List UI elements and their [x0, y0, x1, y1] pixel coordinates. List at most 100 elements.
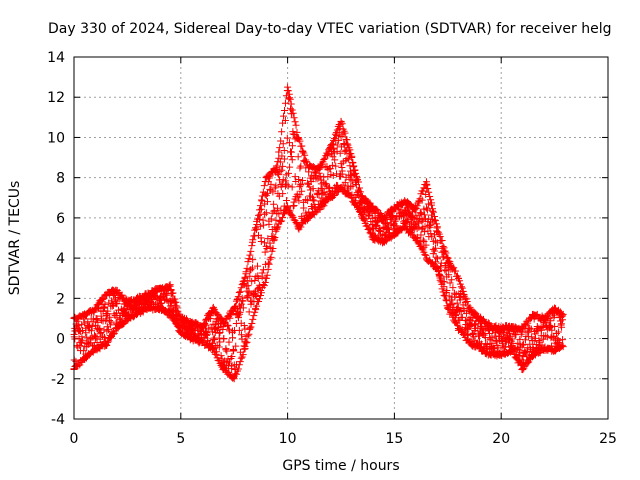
data-point: [220, 318, 228, 326]
data-point: [243, 338, 251, 346]
data-point: [349, 182, 357, 190]
data-point: [239, 297, 247, 305]
data-point: [456, 296, 464, 304]
data-point: [279, 213, 287, 221]
data-point: [291, 173, 299, 181]
data-point: [260, 182, 268, 190]
data-point: [220, 365, 228, 373]
data-point: [547, 317, 555, 325]
data-point: [264, 259, 272, 267]
data-point: [460, 291, 468, 299]
data-point: [80, 315, 88, 323]
data-point: [218, 315, 226, 323]
data-point: [305, 164, 313, 172]
data-point: [318, 185, 326, 193]
data-point: [389, 214, 397, 222]
data-point: [321, 199, 329, 207]
data-point: [422, 241, 430, 249]
data-point: [177, 329, 185, 337]
data-point: [546, 321, 554, 329]
data-point: [390, 230, 398, 238]
data-point: [123, 298, 131, 306]
data-point: [417, 231, 425, 239]
y-axis-title: SDTVAR / TECUs: [7, 181, 23, 296]
data-point: [242, 339, 250, 347]
data-point: [234, 293, 242, 301]
data-point: [338, 164, 346, 172]
data-point: [226, 314, 234, 322]
data-point: [274, 204, 282, 212]
data-point: [209, 304, 217, 312]
data-point: [446, 279, 454, 287]
data-point: [448, 276, 456, 284]
data-point: [276, 144, 284, 152]
data-point: [343, 140, 351, 148]
y-tick-label: -4: [51, 412, 65, 428]
data-point: [415, 223, 423, 231]
data-point: [248, 242, 256, 250]
data-point: [421, 211, 429, 219]
data-point: [432, 244, 440, 252]
data-point: [369, 234, 377, 242]
data-point: [309, 196, 317, 204]
data-point: [92, 333, 100, 341]
data-point: [247, 266, 255, 274]
data-point: [422, 178, 430, 186]
data-point: [440, 253, 448, 261]
data-point: [454, 274, 462, 282]
data-point: [256, 206, 264, 214]
data-point: [412, 204, 420, 212]
data-point: [250, 312, 258, 320]
data-point: [348, 194, 356, 202]
data-point: [341, 179, 349, 187]
data-point: [331, 156, 339, 164]
data-point: [559, 336, 567, 344]
data-point: [84, 340, 92, 348]
data-point: [471, 320, 479, 328]
data-point: [330, 191, 338, 199]
data-point: [327, 150, 335, 158]
data-point: [101, 304, 109, 312]
data-point: [288, 183, 296, 191]
data-point: [202, 321, 210, 329]
data-point: [465, 339, 473, 347]
data-point: [248, 319, 256, 327]
data-point: [252, 224, 260, 232]
data-point: [463, 298, 471, 306]
data-point: [289, 109, 297, 117]
data-point: [380, 214, 388, 222]
data-point: [326, 194, 334, 202]
data-point: [373, 221, 381, 229]
data-point: [424, 200, 432, 208]
data-point: [329, 171, 337, 179]
data-point: [296, 191, 304, 199]
data-point: [442, 249, 450, 257]
data-point: [297, 162, 305, 170]
data-point: [82, 329, 90, 337]
data-point: [262, 274, 270, 282]
tick-layer: 0 5 10 15 20 25 -4 -2 0 2 4 6 8 10 12 14: [47, 50, 617, 447]
data-point: [276, 158, 284, 166]
data-point: [254, 262, 262, 270]
data-point: [228, 352, 236, 360]
data-point: [102, 311, 110, 319]
data-point: [548, 326, 556, 334]
data-point: [519, 341, 527, 349]
data-point: [444, 254, 452, 262]
data-point: [243, 293, 251, 301]
data-point: [287, 105, 295, 113]
data-point: [486, 335, 494, 343]
data-point: [320, 155, 328, 163]
y-tick-label: 14: [47, 50, 65, 66]
data-point: [439, 288, 447, 296]
data-point: [445, 271, 453, 279]
data-point: [284, 83, 292, 91]
data-point: [487, 322, 495, 330]
data-point: [269, 188, 277, 196]
data-point: [155, 284, 163, 292]
data-point: [215, 329, 223, 337]
data-point: [436, 263, 444, 271]
data-point: [297, 181, 305, 189]
data-point: [304, 197, 312, 205]
y-tick-label: 6: [56, 211, 65, 227]
